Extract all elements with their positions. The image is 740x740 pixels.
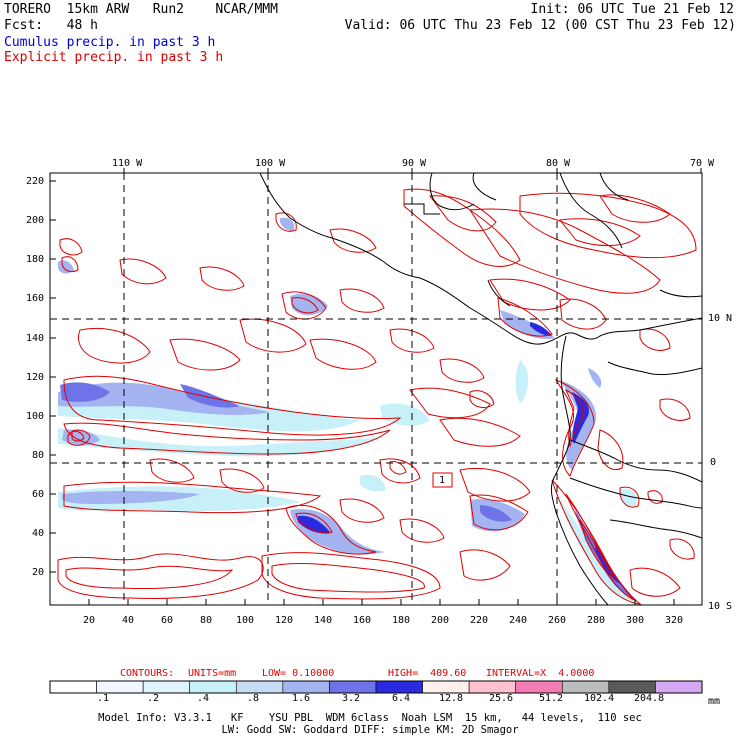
y-tick-label: 100 bbox=[26, 411, 45, 422]
y-tick-label: 120 bbox=[26, 372, 45, 383]
colorbar-swatch bbox=[515, 680, 563, 694]
colorbar-label: .2 bbox=[147, 693, 160, 704]
colorbar-swatch bbox=[142, 680, 191, 694]
valid-time: Valid: 06 UTC Thu 23 Feb 12 (00 CST Thu … bbox=[344, 18, 736, 33]
y-tick-label: 200 bbox=[26, 215, 45, 226]
colorbar-label: 1.6 bbox=[292, 693, 311, 704]
colorbar-swatch bbox=[49, 680, 97, 694]
model-info: Model Info: V3.3.1 KF YSU PBL WDM 6class… bbox=[98, 712, 642, 724]
forecast-hour: Fcst: 48 h bbox=[4, 18, 98, 33]
contours-high: HIGH= 409.60 bbox=[388, 668, 467, 679]
colorbar-swatch bbox=[468, 680, 517, 694]
colorbar-label: 3.2 bbox=[342, 693, 361, 704]
colorbar-unit: mm bbox=[708, 696, 721, 707]
physics-info: LW: Godd SW: Goddard DIFF: simple KM: 2D… bbox=[221, 724, 519, 736]
colorbar-swatch bbox=[655, 680, 703, 694]
x-axis-ticks bbox=[88, 599, 675, 605]
colorbar-swatch bbox=[375, 680, 423, 694]
map-frame bbox=[49, 172, 703, 606]
y-tick-label: 20 bbox=[32, 567, 45, 578]
y-axis-ticks bbox=[50, 180, 56, 573]
lon-label-70w: 70 W bbox=[690, 158, 715, 169]
x-tick-label: 120 bbox=[275, 615, 294, 626]
y-tick-label: 80 bbox=[32, 450, 45, 461]
colorbar-swatch bbox=[235, 680, 284, 694]
x-tick-label: 200 bbox=[431, 615, 450, 626]
model-title: TORERO 15km ARW Run2 NCAR/MMM bbox=[4, 2, 278, 17]
lon-label-100w: 100 W bbox=[255, 158, 286, 169]
x-tick-label: 80 bbox=[200, 615, 213, 626]
colorbar-swatch bbox=[329, 680, 377, 694]
colorbar-label: .8 bbox=[247, 693, 260, 704]
x-tick-label: 140 bbox=[314, 615, 333, 626]
field-cumulus-label: Cumulus precip. in past 3 h bbox=[4, 35, 216, 50]
x-tick-label: 260 bbox=[548, 615, 567, 626]
colorbar-label: 6.4 bbox=[392, 693, 411, 704]
field-explicit-label: Explicit precip. in past 3 h bbox=[4, 50, 224, 65]
colorbar-label: .1 bbox=[97, 693, 110, 704]
colorbar-swatch bbox=[282, 680, 330, 694]
contours-low: LOW= 0.10000 bbox=[262, 668, 335, 679]
lon-ticks-top bbox=[123, 168, 702, 173]
lon-label-80w: 80 W bbox=[546, 158, 571, 169]
contours-label: CONTOURS: bbox=[120, 668, 175, 679]
coastlines bbox=[259, 173, 702, 605]
explicit-precip-contours bbox=[57, 188, 697, 605]
location-box-label: 1 bbox=[439, 475, 446, 486]
colorbar-label: .4 bbox=[197, 693, 210, 704]
lat-label-0: 0 bbox=[710, 457, 717, 468]
colorbar-label: 25.6 bbox=[489, 693, 514, 704]
y-tick-label: 60 bbox=[32, 489, 45, 500]
y-tick-label: 160 bbox=[26, 293, 45, 304]
x-tick-label: 40 bbox=[122, 615, 135, 626]
location-box bbox=[432, 472, 453, 488]
colorbar-label: 102.4 bbox=[584, 693, 615, 704]
lat-label-10n: 10 N bbox=[708, 313, 733, 324]
lon-label-110w: 110 W bbox=[112, 158, 143, 169]
colorbar-swatch bbox=[561, 680, 610, 694]
colorbar-swatch bbox=[96, 680, 144, 694]
x-tick-label: 180 bbox=[392, 615, 411, 626]
y-tick-label: 180 bbox=[26, 254, 45, 265]
contours-units: UNITS=mm bbox=[188, 668, 237, 679]
contours-interval: INTERVAL=X 4.0000 bbox=[486, 668, 595, 679]
x-tick-label: 320 bbox=[665, 615, 684, 626]
colorbar bbox=[49, 680, 703, 694]
y-tick-label: 220 bbox=[26, 176, 45, 187]
x-tick-label: 20 bbox=[83, 615, 96, 626]
init-time: Init: 06 UTC Tue 21 Feb 12 bbox=[530, 2, 735, 17]
x-tick-label: 100 bbox=[236, 615, 255, 626]
lat-label-10s: 10 S bbox=[708, 601, 733, 612]
x-tick-label: 240 bbox=[509, 615, 528, 626]
colorbar-swatch bbox=[608, 680, 656, 694]
cumulus-precip-shading bbox=[58, 217, 638, 602]
lat-lon-grid bbox=[50, 173, 702, 605]
x-tick-label: 160 bbox=[353, 615, 372, 626]
y-tick-label: 140 bbox=[26, 333, 45, 344]
colorbar-label: 51.2 bbox=[539, 693, 564, 704]
colorbar-label: 12.8 bbox=[439, 693, 464, 704]
x-tick-label: 220 bbox=[470, 615, 489, 626]
lon-label-90w: 90 W bbox=[402, 158, 427, 169]
x-tick-label: 60 bbox=[161, 615, 174, 626]
colorbar-swatch bbox=[189, 680, 237, 694]
x-tick-label: 300 bbox=[626, 615, 645, 626]
colorbar-label: 204.8 bbox=[634, 693, 665, 704]
x-tick-label: 280 bbox=[587, 615, 606, 626]
colorbar-swatch bbox=[422, 680, 470, 694]
y-tick-label: 40 bbox=[32, 528, 45, 539]
